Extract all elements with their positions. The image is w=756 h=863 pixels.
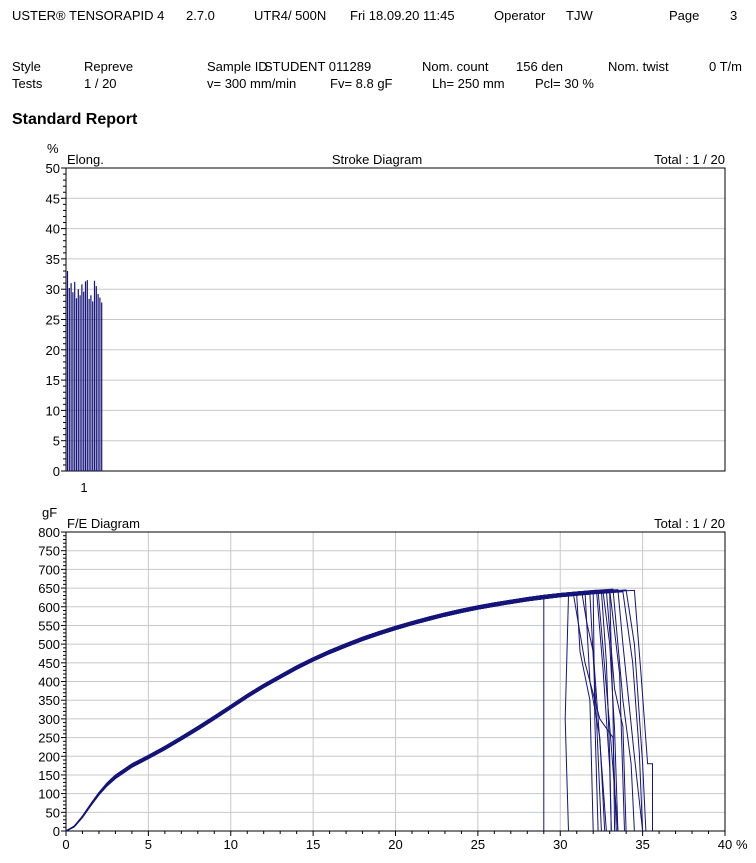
fe-series-line — [65, 598, 545, 832]
instrument: UTR4/ 500N — [254, 8, 327, 23]
stroke-plot-frame — [65, 167, 726, 472]
fe-series-line — [65, 593, 594, 832]
style-value: Repreve — [84, 59, 134, 74]
fe-xtick-label: 0 — [62, 837, 69, 852]
stroke-ytick-label: 35 — [46, 252, 60, 267]
fe-ytick-label: 700 — [38, 562, 60, 577]
tests-value: 1 / 20 — [84, 76, 117, 91]
fe-ytick-label: 650 — [38, 581, 60, 596]
nom-twist-value: 0 T/m — [709, 59, 742, 74]
fe-series-line — [65, 589, 653, 832]
datetime: Fri 18.09.20 11:45 — [350, 8, 455, 23]
fe-series-line — [65, 589, 625, 832]
sample-id-label: Sample ID — [207, 59, 268, 74]
fe-xtick-label: 20 — [388, 837, 402, 852]
stroke-ytick-label: 40 — [46, 222, 60, 237]
fe-plot-frame — [65, 531, 726, 832]
fe-ytick-label: 50 — [46, 805, 60, 820]
fe-xtick-label: 40 — [718, 837, 732, 852]
fe-xtick-label: 15 — [306, 837, 320, 852]
fe-series-line — [65, 591, 607, 832]
fe-xtick-label: 5 — [145, 837, 152, 852]
operator-value: TJW — [566, 8, 593, 23]
fe-series-line — [65, 589, 647, 832]
stroke-ytick-label: 10 — [46, 403, 60, 418]
fe-xtick-label: 10 — [224, 837, 238, 852]
fe-ytick-label: 600 — [38, 600, 60, 615]
fe-unit: gF — [42, 505, 57, 520]
fe-series-line — [65, 590, 612, 832]
fe-xtick-label: 25 — [471, 837, 485, 852]
fe-ytick-label: 400 — [38, 675, 60, 690]
stroke-ytick-label: 30 — [46, 282, 60, 297]
stroke-ylabel: Elong. — [67, 152, 104, 167]
operator-label: Operator — [494, 8, 546, 23]
fe-series-line — [65, 589, 612, 832]
stroke-ytick-label: 5 — [53, 434, 60, 449]
pcl-value: Pcl= 30 % — [535, 76, 594, 91]
style-label: Style — [12, 59, 41, 74]
fe-xlabel: % — [736, 837, 748, 852]
fv-value: Fv= 8.8 gF — [330, 76, 393, 91]
fe-total: Total : 1 / 20 — [654, 516, 725, 531]
sample-id-value: STUDENT 011289 — [264, 59, 372, 74]
fe-series-line — [65, 591, 599, 832]
stroke-ytick-label: 20 — [46, 343, 60, 358]
fe-series-line — [65, 594, 570, 832]
fe-series-line — [65, 590, 606, 832]
fe-ytick-label: 300 — [38, 712, 60, 727]
lh-value: Lh= 250 mm — [432, 76, 505, 91]
nom-twist-label: Nom. twist — [608, 59, 669, 74]
speed-value: v= 300 mm/min — [207, 76, 297, 91]
stroke-title: Stroke Diagram — [332, 152, 422, 167]
page-number: 3 — [730, 8, 738, 23]
fe-ytick-label: 0 — [53, 824, 60, 839]
fe-xtick-label: 30 — [553, 837, 567, 852]
stroke-ytick-label: 0 — [53, 464, 60, 479]
fe-series-line — [65, 591, 644, 832]
stroke-unit: % — [47, 141, 59, 156]
fe-ytick-label: 100 — [38, 787, 60, 802]
nom-count-value: 156 den — [516, 59, 563, 74]
app-version: 2.7.0 — [186, 8, 215, 23]
app-name: USTER® TENSORAPID 4 — [12, 8, 165, 23]
report-title: Standard Report — [12, 111, 138, 128]
fe-title: F/E Diagram — [67, 516, 140, 531]
fe-series-line — [65, 590, 627, 832]
fe-ytick-label: 350 — [38, 693, 60, 708]
stroke-ytick-label: 50 — [46, 161, 60, 176]
fe-ytick-label: 450 — [38, 656, 60, 671]
fe-ytick-label: 250 — [38, 731, 60, 746]
stroke-xtick-label: 1 — [80, 480, 87, 495]
fe-ytick-label: 200 — [38, 749, 60, 764]
stroke-total: Total : 1 / 20 — [654, 152, 725, 167]
fe-ytick-label: 800 — [38, 525, 60, 540]
tests-label: Tests — [12, 76, 43, 91]
fe-xtick-label: 35 — [635, 837, 649, 852]
fe-series-line — [65, 591, 619, 832]
stroke-ytick-label: 25 — [46, 313, 60, 328]
page-label: Page — [669, 8, 700, 23]
stroke-ytick-label: 45 — [46, 191, 60, 206]
stroke-ytick-label: 15 — [46, 373, 60, 388]
fe-series-line — [65, 593, 602, 832]
fe-ytick-label: 750 — [38, 544, 60, 559]
nom-count-label: Nom. count — [422, 59, 489, 74]
fe-ytick-label: 550 — [38, 618, 60, 633]
fe-ytick-label: 150 — [38, 768, 60, 783]
fe-ytick-label: 500 — [38, 637, 60, 652]
